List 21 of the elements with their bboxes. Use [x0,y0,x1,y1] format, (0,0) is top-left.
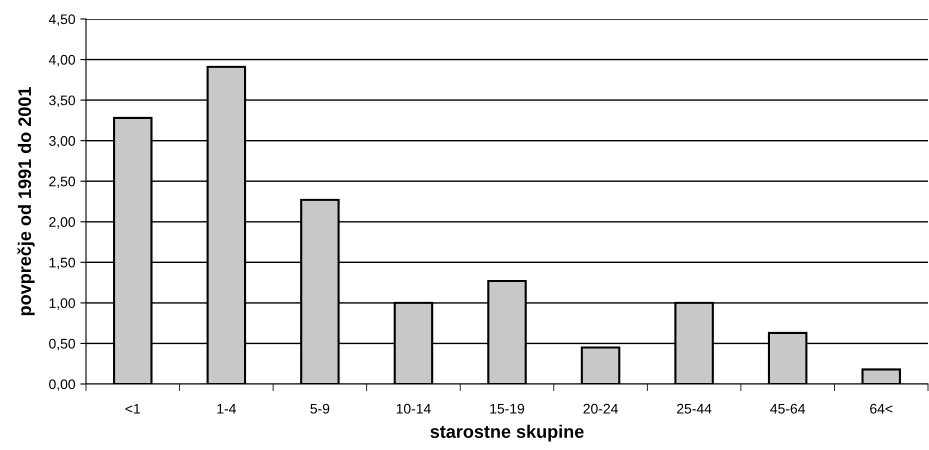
x-axis-title: starostne skupine [430,424,584,442]
y-axis-title: povprečje od 1991 do 2001 [17,87,35,316]
x-tick-label: 1-4 [217,404,236,414]
y-tick-label: 2,00 [49,217,76,229]
y-tick-label: 3,00 [49,136,76,148]
x-tick-label: 5-9 [310,404,330,414]
x-tick-label: 15-19 [490,404,524,414]
y-tick-label: 1,00 [50,298,76,310]
x-tick-label: 45-64 [770,404,806,414]
y-tick-label: 1,50 [50,258,76,270]
y-tick-label: 4,00 [48,54,76,66]
x-tick-label: 20-24 [583,404,618,414]
y-tick-label: 0,00 [49,379,76,391]
y-tick-label: 3,50 [49,95,76,107]
y-tick-label: 0,50 [49,338,76,350]
x-tick-label: <1 [126,404,140,414]
x-tick-label: 10-14 [396,404,431,414]
y-tick-label: 2,50 [49,176,76,188]
y-tick-label: 4,50 [48,14,76,26]
x-tick-label: 64< [870,404,892,414]
x-tick-label: 25-44 [677,404,712,414]
